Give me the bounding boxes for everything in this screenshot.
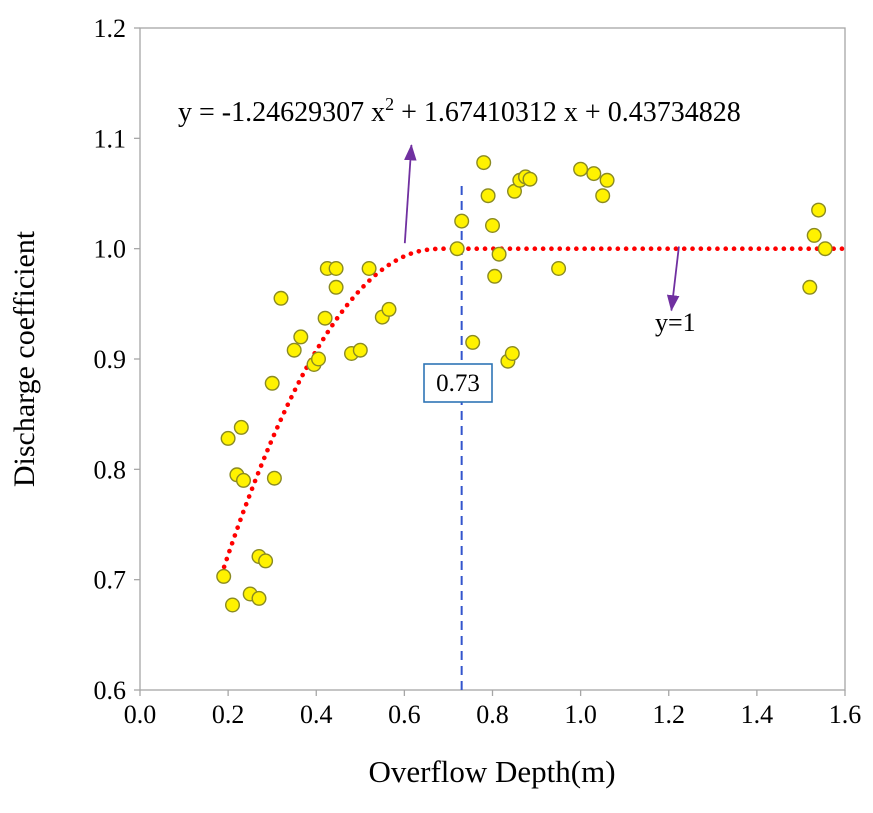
data-point [599, 172, 615, 188]
y-tick-label: 0.6 [94, 676, 127, 705]
data-point [311, 351, 327, 367]
x-axis-title: Overflow Depth(m) [368, 754, 615, 789]
data-point [381, 301, 397, 317]
data-point [551, 261, 567, 277]
data-point [480, 188, 496, 204]
data-point [491, 246, 507, 262]
data-point [216, 568, 232, 584]
data-point [328, 261, 344, 277]
data-point [586, 166, 602, 182]
data-point [224, 597, 240, 613]
y-tick-label: 1.1 [94, 124, 127, 153]
data-point [522, 171, 538, 187]
data-point [286, 342, 302, 358]
data-point [504, 346, 520, 362]
data-point [266, 470, 282, 486]
data-point [811, 202, 827, 218]
data-point [454, 213, 470, 229]
y-tick-label: 0.8 [94, 455, 127, 484]
data-point [476, 155, 492, 171]
data-point [817, 241, 833, 257]
annotation-layer [403, 144, 680, 312]
data-point [573, 161, 589, 177]
data-point [352, 342, 368, 358]
threshold-callout: 0.73 [423, 363, 493, 403]
fit-equation-part1: y = -1.24629307 x [178, 97, 385, 128]
data-point [465, 334, 481, 350]
data-point [449, 241, 465, 257]
y-equals-1-arrow [666, 246, 680, 312]
y-tick-label: 1.0 [94, 235, 127, 264]
data-point [273, 290, 289, 306]
x-tick-label: 1.0 [564, 700, 597, 729]
fit-equation-part2: + 1.67410312 x + 0.43734828 [394, 97, 741, 128]
x-tick-label: 1.4 [741, 700, 774, 729]
threshold-value-box [423, 363, 493, 403]
data-point [328, 279, 344, 295]
y-tick-label: 0.7 [94, 566, 127, 595]
data-point [220, 430, 236, 446]
data-point [317, 310, 333, 326]
threshold-value-label: 0.73 [436, 370, 480, 397]
y-equals-1-label: y=1 [655, 308, 696, 337]
data-point [264, 375, 280, 391]
x-tick-label: 0.0 [124, 700, 157, 729]
fit-equation-superscript: 2 [385, 94, 394, 114]
data-point [485, 217, 501, 233]
data-point [361, 261, 377, 277]
fit-curve [219, 246, 850, 578]
data-point [806, 227, 822, 243]
equation-arrow [403, 144, 417, 244]
x-tick-label: 0.6 [388, 700, 421, 729]
data-point [233, 419, 249, 435]
data-layer [216, 155, 850, 690]
x-tick-label: 0.2 [212, 700, 245, 729]
data-point [235, 472, 251, 488]
data-point [251, 590, 267, 606]
data-point [487, 268, 503, 284]
y-tick-label: 0.9 [94, 345, 127, 374]
x-tick-label: 0.4 [300, 700, 333, 729]
x-tick-label: 0.8 [476, 700, 509, 729]
fit-equation-label: y = -1.24629307 x2 + 1.67410312 x + 0.43… [178, 94, 741, 128]
data-point [293, 329, 309, 345]
axes-layer: 0.0 0.2 0.4 0.6 0.8 1.0 1.2 1.4 1.6 0.6 0.7 0.8 0.9 1… [94, 14, 862, 729]
data-point [595, 188, 611, 204]
data-point [258, 553, 274, 569]
data-point [802, 279, 818, 295]
x-tick-label: 1.2 [653, 700, 686, 729]
y-tick-label: 1.2 [94, 14, 127, 43]
x-tick-label: 1.6 [829, 700, 862, 729]
y-axis-title: Discharge coefficient [8, 230, 41, 487]
